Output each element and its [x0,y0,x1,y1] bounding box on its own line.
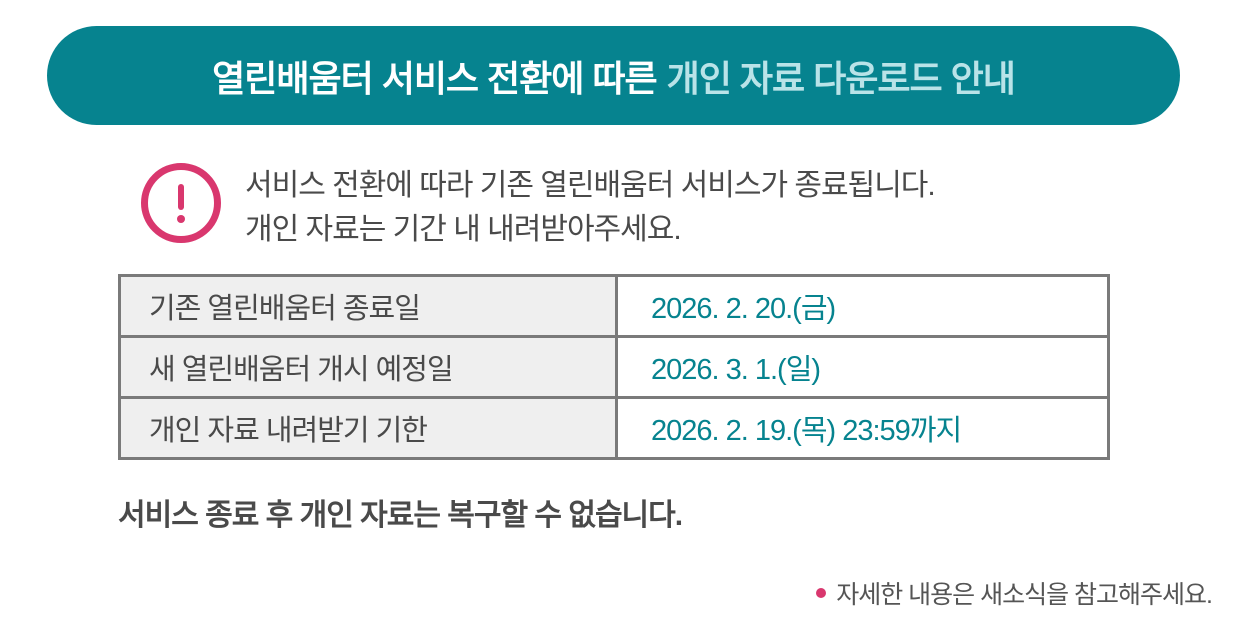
schedule-table: 기존 열린배움터 종료일 2026. 2. 20.(금) 새 열린배움터 개시 예… [118,274,1110,460]
row-label: 개인 자료 내려받기 기한 [118,396,618,460]
exclamation-circle-icon [141,163,221,243]
title-banner: 열린배움터 서비스 전환에 따른 개인 자료 다운로드 안내 [47,26,1180,125]
footnote-text: 자세한 내용은 새소식을 참고해주세요. [836,581,1213,609]
footnote: 자세한 내용은 새소식을 참고해주세요. [816,575,1213,611]
row-value: 2026. 2. 20.(금) [615,274,1110,338]
alert-line-2: 개인 자료는 기간 내 내려받아주세요. [245,213,682,246]
row-value: 2026. 3. 1.(일) [615,335,1110,399]
banner-title-highlight: 개인 자료 다운로드 안내 [666,57,1016,99]
row-label: 새 열린배움터 개시 예정일 [118,335,618,399]
table-row: 기존 열린배움터 종료일 2026. 2. 20.(금) [118,274,1110,338]
table-row: 새 열린배움터 개시 예정일 2026. 3. 1.(일) [118,335,1110,399]
alert-message: 서비스 전환에 따라 기존 열린배움터 서비스가 종료됩니다. 개인 자료는 기… [245,164,936,252]
row-label: 기존 열린배움터 종료일 [118,274,618,338]
row-value: 2026. 2. 19.(목) 23:59까지 [615,396,1110,460]
warning-text: 서비스 종료 후 개인 자료는 복구할 수 없습니다. [118,499,683,532]
table-row: 개인 자료 내려받기 기한 2026. 2. 19.(목) 23:59까지 [118,396,1110,460]
banner-title-main: 열린배움터 서비스 전환에 따른 [212,57,658,99]
alert-line-1: 서비스 전환에 따라 기존 열린배움터 서비스가 종료됩니다. [245,169,936,202]
bullet-icon [816,588,827,598]
